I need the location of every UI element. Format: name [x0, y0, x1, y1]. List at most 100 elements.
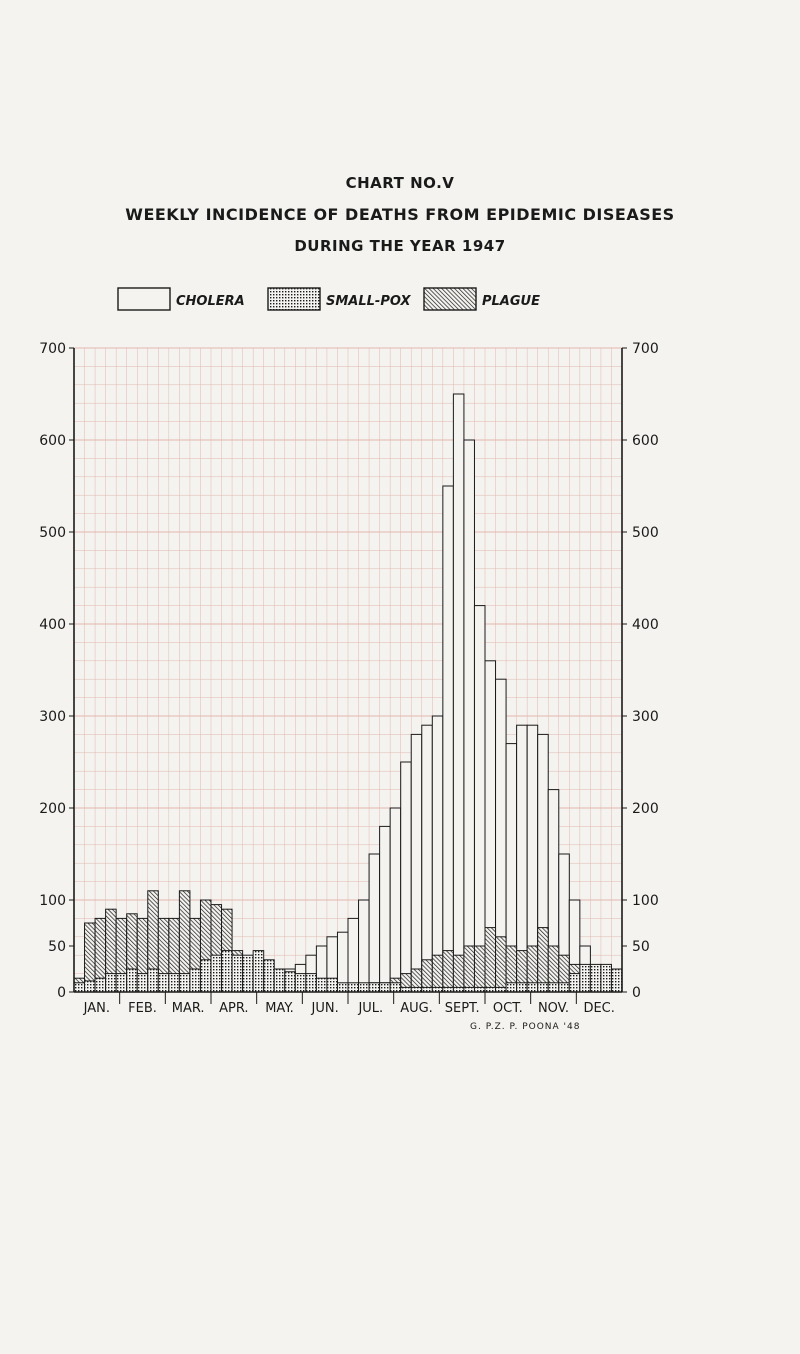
bar-small-pox	[284, 971, 296, 993]
y-tick-label-left: 700	[39, 341, 66, 357]
chart-number: CHART NO.Ⅴ	[345, 174, 455, 192]
bar-small-pox	[315, 977, 328, 993]
legend-label-small-pox: SMALL-POX	[326, 294, 411, 309]
bar-small-pox	[505, 982, 518, 993]
bar-plague	[484, 927, 497, 993]
bar-small-pox	[189, 968, 201, 993]
y-tick-label-left: 300	[39, 709, 66, 725]
legend-swatch-plague	[423, 287, 477, 311]
chart-subtitle: DURING THE YEAR 1947	[294, 237, 506, 255]
y-tick-label-right: 500	[632, 525, 659, 541]
legend-label-plague: PLAGUE	[482, 294, 540, 309]
x-month-label: MAY.	[265, 1001, 294, 1016]
axes: 0 0 50 50 100 100 200 200 300 300 400 400 500 500 600 6…	[39, 341, 658, 1016]
bar-cholera	[368, 853, 381, 993]
x-month-label: DEC.	[583, 1001, 614, 1016]
bar-small-pox	[305, 973, 317, 993]
bar-small-pox	[84, 980, 96, 993]
legend: CHOLERA SMALL-POX PLAGUE	[117, 287, 540, 311]
bar-cholera	[431, 715, 444, 993]
bar-small-pox	[126, 968, 138, 993]
legend-swatch-cholera	[117, 287, 171, 311]
bar-small-pox	[336, 982, 349, 993]
bar-small-pox	[558, 982, 570, 993]
bar-small-pox	[547, 982, 560, 993]
bar-cholera	[410, 733, 423, 993]
bar-plague	[452, 954, 465, 993]
bar-small-pox	[326, 977, 338, 993]
y-tick-label-right: 50	[632, 939, 650, 955]
x-month-label: FEB.	[128, 1001, 157, 1016]
bar-small-pox	[105, 973, 117, 993]
bar-small-pox	[136, 973, 149, 993]
bar-small-pox	[516, 982, 528, 993]
bar-cholera	[442, 485, 454, 993]
bar-small-pox	[294, 973, 307, 993]
x-month-label: JAN.	[83, 1001, 110, 1016]
bar-small-pox	[358, 982, 370, 993]
bar-small-pox	[231, 954, 244, 993]
y-tick-label-right: 300	[632, 709, 659, 725]
bar-small-pox	[273, 968, 286, 993]
legend-swatch-small-pox	[267, 287, 321, 311]
bar-plague	[442, 950, 454, 993]
y-tick-label-left: 400	[39, 617, 66, 633]
x-month-label: NOV.	[538, 1001, 569, 1016]
y-tick-label-left: 500	[39, 525, 66, 541]
bar-small-pox	[600, 963, 612, 993]
y-tick-label-left: 200	[39, 801, 66, 817]
bar-plague	[473, 945, 486, 993]
bar-cholera	[421, 724, 433, 993]
bar-cholera	[452, 393, 465, 993]
y-tick-label-left: 600	[39, 433, 66, 449]
y-tick-label-left: 100	[39, 893, 66, 909]
y-tick-label-left: 0	[57, 985, 66, 1001]
bar-small-pox	[168, 973, 180, 993]
bar-small-pox	[389, 982, 402, 993]
bar-small-pox	[147, 968, 159, 993]
y-tick-label-right: 700	[632, 341, 659, 357]
y-tick-label-right: 0	[632, 985, 641, 1001]
x-month-label: APR.	[219, 1001, 248, 1016]
bar-small-pox	[568, 973, 581, 993]
bar-small-pox	[368, 982, 381, 993]
bar-small-pox	[73, 982, 86, 993]
bar-cholera	[473, 605, 486, 993]
x-month-label: JUL.	[357, 1001, 383, 1016]
bar-small-pox	[221, 950, 233, 993]
bar-small-pox	[94, 977, 107, 993]
bar-plague	[463, 945, 475, 993]
bar-cholera	[389, 807, 402, 993]
y-tick-label-right: 600	[632, 433, 659, 449]
y-tick-label-right: 100	[632, 893, 659, 909]
x-month-label: JUN.	[311, 1001, 339, 1016]
title-block: CHART NO.Ⅴ WEEKLY INCIDENCE OF DEATHS FR…	[0, 174, 800, 255]
bars	[73, 393, 623, 993]
bar-small-pox	[252, 950, 265, 993]
legend-label-cholera: CHOLERA	[176, 294, 245, 309]
bar-small-pox	[347, 982, 360, 993]
bar-small-pox	[115, 973, 128, 993]
bar-small-pox	[178, 973, 191, 993]
credit-line: G. P.Z. P. POONA '48	[470, 1022, 581, 1032]
bar-cholera	[358, 899, 370, 993]
y-tick-label-right: 400	[632, 617, 659, 633]
y-tick-label-left: 50	[48, 939, 66, 955]
bar-plague	[431, 954, 444, 993]
bar-cholera	[463, 439, 475, 993]
bar-small-pox	[242, 954, 254, 993]
bar-small-pox	[610, 968, 623, 993]
bar-small-pox	[579, 963, 591, 993]
x-month-label: MAR.	[172, 1001, 205, 1016]
bar-small-pox	[210, 954, 223, 993]
x-month-label: OCT.	[493, 1001, 523, 1016]
bar-small-pox	[589, 963, 602, 993]
bar-cholera	[400, 761, 412, 993]
bar-small-pox	[199, 959, 212, 993]
bar-small-pox	[263, 959, 275, 993]
x-month-label: SEPT.	[445, 1001, 480, 1016]
bar-cholera	[347, 917, 360, 993]
bar-small-pox	[157, 973, 170, 993]
